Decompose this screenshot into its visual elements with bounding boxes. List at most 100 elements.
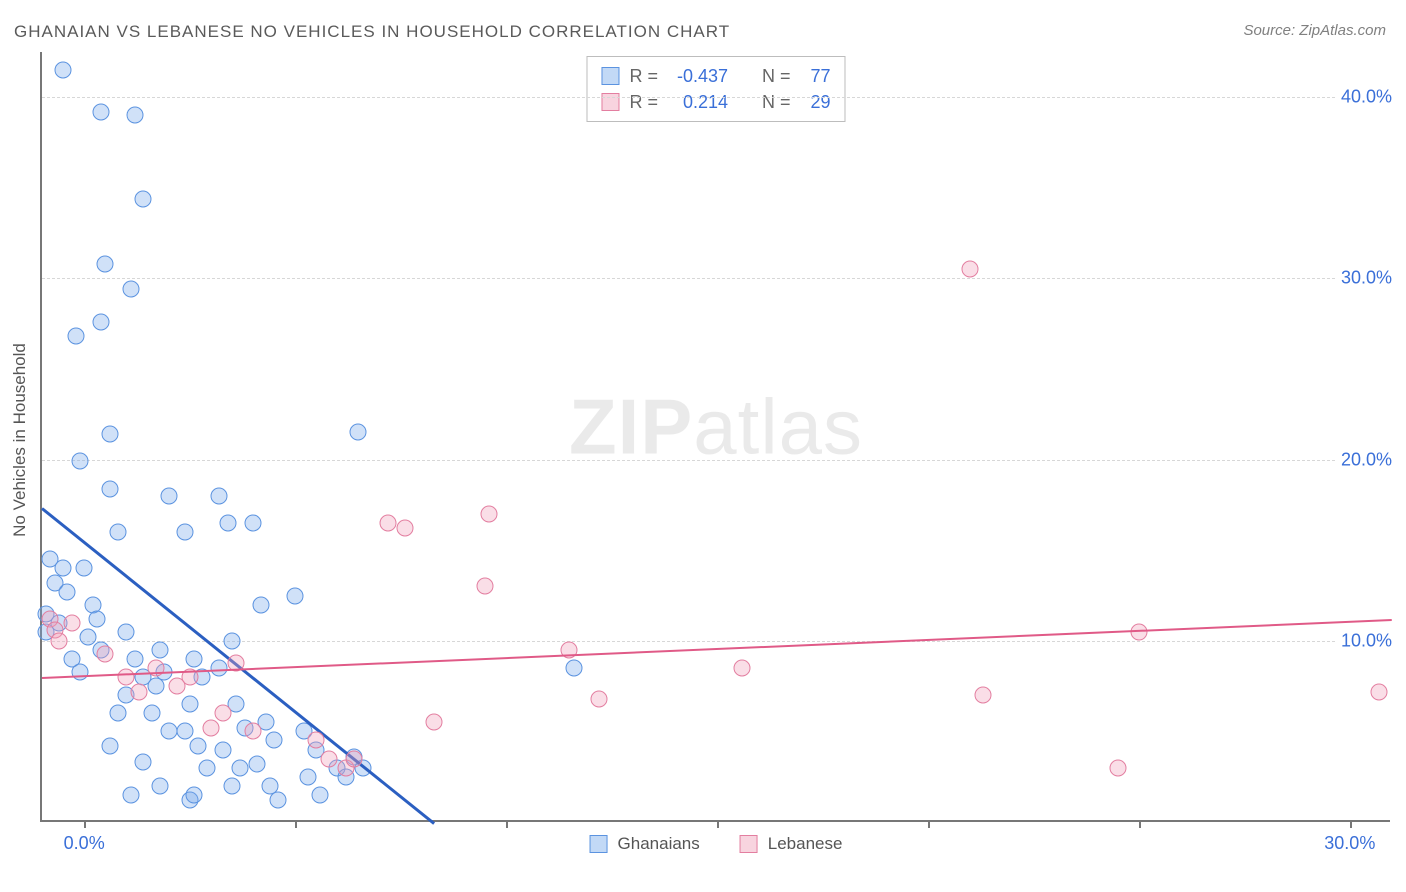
marker-lebanese [320,750,337,767]
gridline-h [42,460,1390,461]
marker-ghanaians [122,786,139,803]
marker-lebanese [202,719,219,736]
marker-ghanaians [177,524,194,541]
marker-ghanaians [190,737,207,754]
correlation-legend: R = -0.437 N = 77 R = 0.214 N = 29 [586,56,845,122]
marker-ghanaians [177,723,194,740]
marker-lebanese [308,732,325,749]
marker-ghanaians [101,737,118,754]
marker-ghanaians [249,756,266,773]
marker-ghanaians [135,190,152,207]
y-axis-label: No Vehicles in Household [10,343,30,537]
marker-ghanaians [109,705,126,722]
gridline-h [42,641,1390,642]
marker-lebanese [244,723,261,740]
marker-ghanaians [135,754,152,771]
marker-ghanaians [312,786,329,803]
marker-lebanese [590,690,607,707]
watermark-atlas: atlas [693,382,863,470]
marker-ghanaians [71,453,88,470]
marker-lebanese [63,614,80,631]
y-tick-label: 30.0% [1335,268,1392,289]
n-value-lebanese: 29 [801,89,831,115]
marker-ghanaians [299,768,316,785]
marker-ghanaians [160,723,177,740]
marker-ghanaians [160,487,177,504]
watermark-zip: ZIP [569,382,693,470]
legend-row-ghanaians: R = -0.437 N = 77 [601,63,830,89]
marker-lebanese [97,645,114,662]
marker-ghanaians [253,596,270,613]
legend-item-lebanese: Lebanese [740,834,843,854]
r-value-ghanaians: -0.437 [668,63,728,89]
x-tick-label: 0.0% [64,833,105,854]
legend-row-lebanese: R = 0.214 N = 29 [601,89,830,115]
marker-ghanaians [93,103,110,120]
r-value-lebanese: 0.214 [668,89,728,115]
marker-ghanaians [93,313,110,330]
marker-ghanaians [219,515,236,532]
legend-label-ghanaians: Ghanaians [618,834,700,854]
marker-lebanese [974,687,991,704]
marker-ghanaians [152,777,169,794]
source-attribution: Source: ZipAtlas.com [1243,22,1386,39]
marker-lebanese [1371,683,1388,700]
y-tick-label: 40.0% [1335,87,1392,108]
marker-ghanaians [118,623,135,640]
x-tick [295,820,297,828]
marker-ghanaians [126,650,143,667]
marker-ghanaians [67,328,84,345]
swatch-ghanaians [590,835,608,853]
marker-ghanaians [198,759,215,776]
chart-title: GHANAIAN VS LEBANESE NO VEHICLES IN HOUS… [14,22,730,42]
swatch-ghanaians [601,67,619,85]
scatter-plot-area: ZIPatlas R = -0.437 N = 77 R = 0.214 N =… [40,52,1390,822]
x-tick [928,820,930,828]
marker-lebanese [50,632,67,649]
marker-ghanaians [101,480,118,497]
gridline-h [42,278,1390,279]
legend-item-ghanaians: Ghanaians [590,834,700,854]
marker-lebanese [379,515,396,532]
marker-ghanaians [232,759,249,776]
marker-lebanese [1109,759,1126,776]
swatch-lebanese [740,835,758,853]
r-label: R = [629,63,658,89]
marker-ghanaians [143,705,160,722]
swatch-lebanese [601,93,619,111]
marker-lebanese [346,750,363,767]
marker-ghanaians [185,786,202,803]
marker-lebanese [481,506,498,523]
marker-ghanaians [88,611,105,628]
marker-lebanese [396,520,413,537]
marker-ghanaians [181,696,198,713]
marker-ghanaians [126,107,143,124]
x-tick-label: 30.0% [1324,833,1375,854]
marker-ghanaians [287,587,304,604]
marker-lebanese [131,683,148,700]
x-tick [1350,820,1352,828]
marker-lebanese [962,261,979,278]
marker-ghanaians [215,741,232,758]
x-tick [1139,820,1141,828]
marker-ghanaians [59,583,76,600]
marker-ghanaians [76,560,93,577]
n-label: N = [762,63,791,89]
marker-ghanaians [211,660,228,677]
x-tick [84,820,86,828]
marker-ghanaians [152,641,169,658]
r-label: R = [629,89,658,115]
marker-ghanaians [109,524,126,541]
marker-ghanaians [122,281,139,298]
marker-ghanaians [266,732,283,749]
y-tick-label: 20.0% [1335,449,1392,470]
marker-lebanese [118,669,135,686]
x-tick [717,820,719,828]
marker-ghanaians [565,660,582,677]
y-tick-label: 10.0% [1335,630,1392,651]
marker-ghanaians [101,426,118,443]
trendline-lebanese [42,619,1392,679]
marker-ghanaians [185,650,202,667]
marker-lebanese [426,714,443,731]
marker-ghanaians [55,62,72,79]
